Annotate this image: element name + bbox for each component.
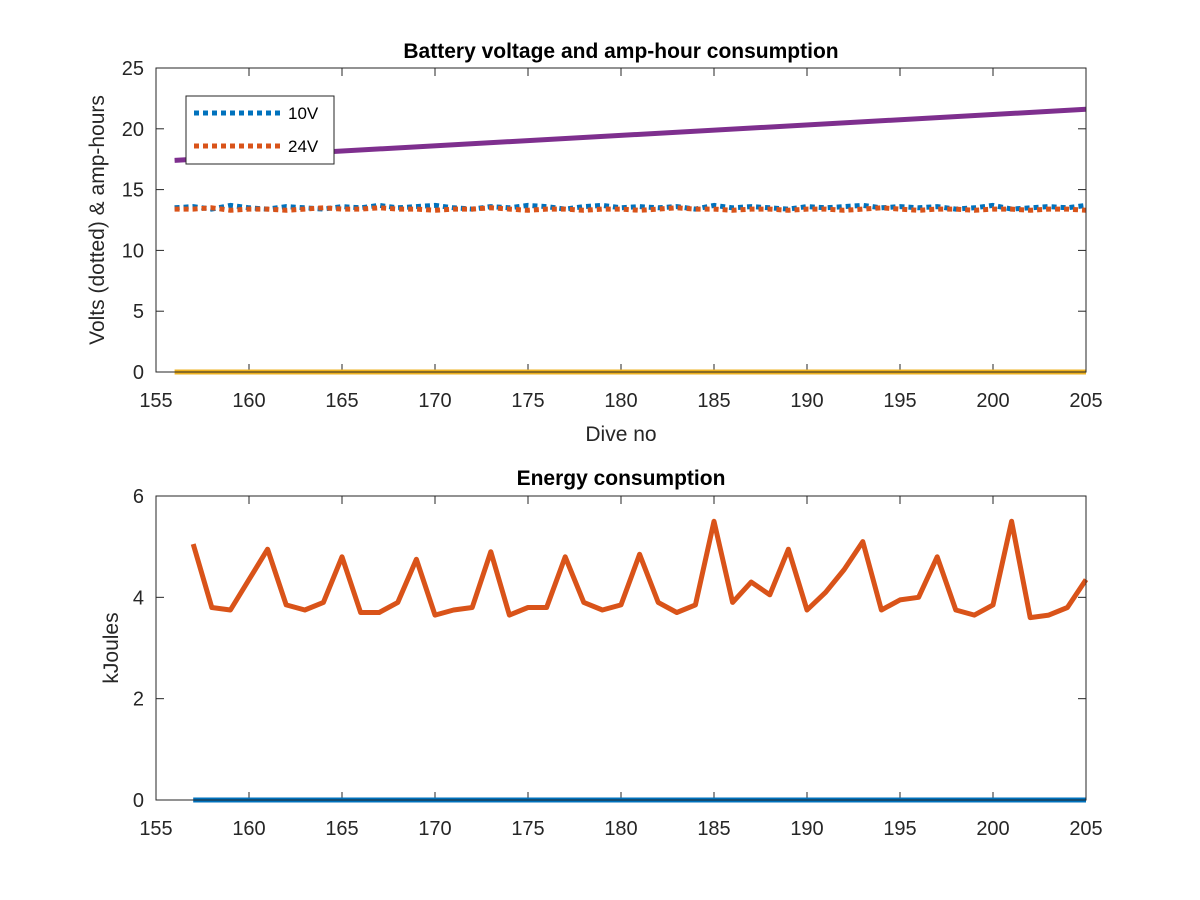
voltage-y-tick-label: 5 xyxy=(133,301,144,323)
energy-y-tick-label: 6 xyxy=(133,486,144,508)
energy-x-tick-label: 180 xyxy=(604,818,637,840)
energy-series-group xyxy=(190,518,1089,803)
energy-y-tick-label: 0 xyxy=(133,790,144,812)
voltage-x-tick-label: 205 xyxy=(1069,390,1102,412)
voltage-y-tick-label: 0 xyxy=(133,362,144,384)
energy-chart-title: Energy consumption xyxy=(517,467,726,490)
energy-y-axis-label: kJoules xyxy=(100,612,123,683)
voltage-y-tick-label: 20 xyxy=(122,119,144,141)
voltage-y-ticks: 0 5 10 15 20 25 xyxy=(122,58,1086,384)
energy-y-tick-label: 2 xyxy=(133,689,144,711)
energy-x-tick-label: 195 xyxy=(883,818,916,840)
energy-x-tick-label: 155 xyxy=(139,818,172,840)
energy-x-tick-label: 190 xyxy=(790,818,823,840)
legend-label-24v: 24V xyxy=(288,137,319,156)
voltage-y-tick-label: 25 xyxy=(122,58,144,80)
voltage-chart-title: Battery voltage and amp-hour consumption xyxy=(403,40,838,63)
energy-x-tick-label: 170 xyxy=(418,818,451,840)
energy-axes: Energy consumption kJoules 155 160 165 170 1… xyxy=(100,467,1103,840)
energy-y-ticks: 0 2 4 6 xyxy=(133,486,1086,812)
legend-box xyxy=(185,95,335,165)
voltage-x-tick-label: 170 xyxy=(418,390,451,412)
voltage-x-axis-label: Dive no xyxy=(585,423,656,446)
voltage-axes-frame xyxy=(155,67,1087,373)
energy-x-tick-label: 205 xyxy=(1069,818,1102,840)
energy-x-tick-label: 200 xyxy=(976,818,1009,840)
energy-x-tick-label: 160 xyxy=(232,818,265,840)
voltage-x-tick-label: 165 xyxy=(325,390,358,412)
energy-series-line-0 xyxy=(190,518,1089,621)
energy-y-tick-label: 4 xyxy=(133,587,144,609)
energy-x-tick-label: 185 xyxy=(697,818,730,840)
voltage-x-tick-label: 195 xyxy=(883,390,916,412)
energy-axes-frame xyxy=(155,495,1087,801)
legend-label-10v: 10V xyxy=(288,104,319,123)
voltage-legend: 10V 24V xyxy=(185,95,335,165)
voltage-x-tick-label: 160 xyxy=(232,390,265,412)
voltage-x-ticks: 155 160 165 170 175 180 185 190 195 200 205 xyxy=(139,68,1103,412)
energy-x-ticks: 155 160 165 170 175 180 185 190 195 200 205 xyxy=(139,496,1103,840)
voltage-x-tick-label: 190 xyxy=(790,390,823,412)
voltage-y-tick-label: 15 xyxy=(122,180,144,202)
voltage-axes: Battery voltage and amp-hour consumption… xyxy=(86,40,1103,446)
energy-x-tick-label: 165 xyxy=(325,818,358,840)
voltage-series-line-24v xyxy=(174,205,1087,213)
voltage-x-tick-label: 180 xyxy=(604,390,637,412)
voltage-y-axis-label: Volts (dotted) & amp-hours xyxy=(86,95,109,345)
voltage-x-tick-label: 175 xyxy=(511,390,544,412)
energy-x-tick-label: 175 xyxy=(511,818,544,840)
voltage-x-tick-label: 200 xyxy=(976,390,1009,412)
voltage-x-tick-label: 155 xyxy=(139,390,172,412)
voltage-y-tick-label: 10 xyxy=(122,240,144,262)
voltage-x-tick-label: 185 xyxy=(697,390,730,412)
